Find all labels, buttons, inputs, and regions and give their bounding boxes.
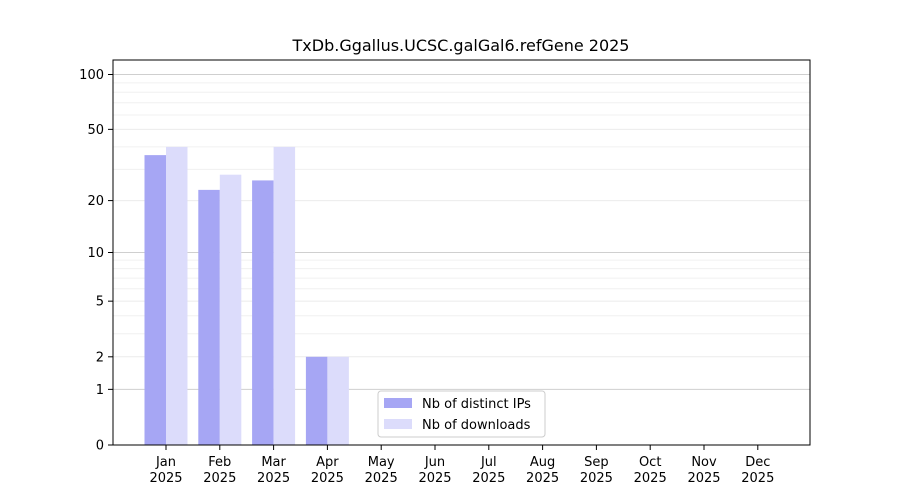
- y-axis: 0 1 2 5 10 20 50 100: [79, 68, 113, 454]
- bar-distinct-ips: [305, 356, 328, 445]
- x-tick-label: Nov 2025: [687, 455, 720, 486]
- bar-distinct-ips: [252, 180, 274, 446]
- y-tick-label: 50: [87, 123, 104, 138]
- x-tick-label: Sep 2025: [580, 455, 613, 486]
- y-tick-label: 0: [96, 439, 104, 454]
- y-tick-label: 100: [79, 68, 104, 83]
- x-tick-label: Apr 2025: [311, 455, 344, 486]
- legend: Nb of distinct IPs Nb of downloads: [377, 390, 546, 438]
- x-tick-label: Dec 2025: [741, 455, 774, 486]
- bar-distinct-ips: [198, 189, 220, 445]
- bar-downloads: [166, 146, 188, 445]
- x-tick-label: Feb 2025: [203, 455, 236, 486]
- y-tick-label: 10: [87, 246, 104, 261]
- x-tick-label: Oct 2025: [634, 455, 667, 486]
- x-tick-label: Jun 2025: [418, 455, 451, 486]
- legend-label-distinct-ips: Nb of distinct IPs: [422, 397, 531, 412]
- y-tick-label: 5: [96, 295, 104, 310]
- bar-layer: [144, 146, 349, 446]
- bar-downloads: [273, 146, 296, 445]
- bar-distinct-ips: [144, 155, 166, 446]
- x-tick-label: May 2025: [365, 455, 398, 486]
- y-tick-label: 2: [96, 350, 104, 365]
- x-tick-label: Aug 2025: [526, 455, 559, 486]
- bar-downloads: [327, 356, 349, 445]
- x-tick-label: Mar 2025: [257, 455, 290, 486]
- bar-downloads: [219, 174, 242, 446]
- chart-title: TxDb.Ggallus.UCSC.galGal6.refGene 2025: [292, 36, 630, 55]
- legend-box: [377, 390, 546, 438]
- x-tick-label: Jan 2025: [149, 455, 182, 486]
- legend-label-downloads: Nb of downloads: [422, 418, 531, 433]
- x-tick-label: Jul 2025: [472, 455, 505, 486]
- legend-swatch-downloads: [384, 419, 412, 429]
- y-tick-label: 20: [87, 194, 104, 209]
- y-tick-label: 1: [96, 383, 104, 398]
- legend-swatch-distinct-ips: [384, 398, 412, 408]
- x-axis: Jan 2025 Feb 2025 Mar 2025 Apr 2025 May 2025 Jun 20…: [149, 445, 774, 486]
